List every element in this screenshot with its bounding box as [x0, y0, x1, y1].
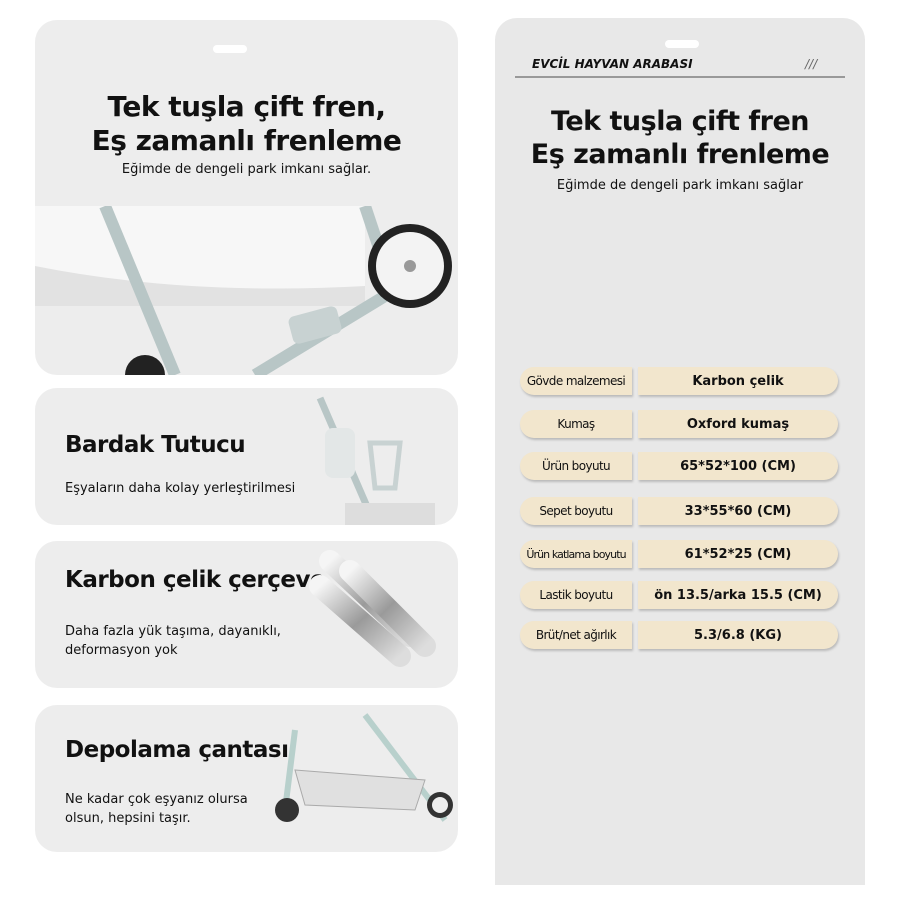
cup-holder-title: Bardak Tutucu [65, 432, 246, 458]
spec-label: Ürün boyutu [520, 452, 632, 480]
storage-basket-photo [275, 713, 453, 822]
panel-header: EVCİL HAYVAN ARABASI [532, 57, 693, 71]
frame-title: Karbon çelik çerçeve [65, 567, 326, 593]
brake-title-line1: Tek tuşla çift fren, [107, 90, 386, 123]
brake-card: Tek tuşla çift fren, Eş zamanlı frenleme… [35, 20, 458, 375]
spec-value: ön 13.5/arka 15.5 (CM) [638, 581, 838, 609]
panel-header-mark: /// [805, 57, 818, 71]
storage-title: Depolama çantası [65, 737, 289, 763]
spec-value: 65*52*100 (CM) [638, 452, 838, 480]
spec-label: Kumaş [520, 410, 632, 438]
frame-desc-line1: Daha fazla yük taşıma, dayanıklı, [65, 624, 281, 639]
spec-row: Sepet boyutu 33*55*60 (CM) [520, 497, 840, 525]
panel-title-line1: Tek tuşla çift fren [551, 106, 809, 137]
spec-panel: EVCİL HAYVAN ARABASI /// Tek tuşla çift … [495, 18, 865, 885]
spec-value: Oxford kumaş [638, 410, 838, 438]
spec-value: 33*55*60 (CM) [638, 497, 838, 525]
panel-tab [665, 40, 699, 48]
spec-row: Gövde malzemesi Karbon çelik [520, 367, 840, 395]
spec-row: Ürün boyutu 65*52*100 (CM) [520, 452, 840, 480]
brake-desc: Eğimde de dengeli park imkanı sağlar. [121, 162, 372, 177]
spec-label: Lastik boyutu [520, 581, 632, 609]
frame-card: Karbon çelik çerçeve Daha fazla yük taşı… [35, 541, 458, 688]
storage-card: Depolama çantası Ne kadar çok eşyanız ol… [35, 705, 458, 852]
spec-label: Brüt/net ağırlık [520, 621, 632, 649]
cup-holder-card: Bardak Tutucu Eşyaların daha kolay yerle… [35, 388, 458, 525]
brake-photo [35, 206, 452, 375]
cup-holder-desc: Eşyaların daha kolay yerleştirilmesi [65, 481, 296, 496]
brake-title-line2: Eş zamanlı frenleme [91, 124, 402, 157]
storage-desc-line1: Ne kadar çok eşyanız olursa [65, 792, 248, 807]
panel-subtitle: Eğimde de dengeli park imkanı sağlar [556, 178, 804, 193]
panel-title-line2: Eş zamanlı frenleme [530, 139, 830, 170]
spec-value: 61*52*25 (CM) [638, 540, 838, 568]
spec-value: 5.3/6.8 (KG) [638, 621, 838, 649]
steel-tubes-image [309, 550, 436, 667]
spec-row: Brüt/net ağırlık 5.3/6.8 (KG) [520, 621, 840, 649]
cup-holder-photo [316, 396, 435, 525]
card-tab [213, 45, 247, 53]
spec-value: Karbon çelik [638, 367, 838, 395]
spec-row: Lastik boyutu ön 13.5/arka 15.5 (CM) [520, 581, 840, 609]
spec-label: Sepet boyutu [520, 497, 632, 525]
spec-label: Gövde malzemesi [520, 367, 632, 395]
panel-header-divider [515, 76, 845, 78]
frame-desc-line2: deformasyon yok [65, 643, 178, 658]
spec-label: Ürün katlama boyutu [520, 540, 632, 568]
spec-row: Kumaş Oxford kumaş [520, 410, 840, 438]
storage-desc-line2: olsun, hepsini taşır. [65, 811, 191, 826]
spec-row: Ürün katlama boyutu 61*52*25 (CM) [520, 540, 840, 568]
